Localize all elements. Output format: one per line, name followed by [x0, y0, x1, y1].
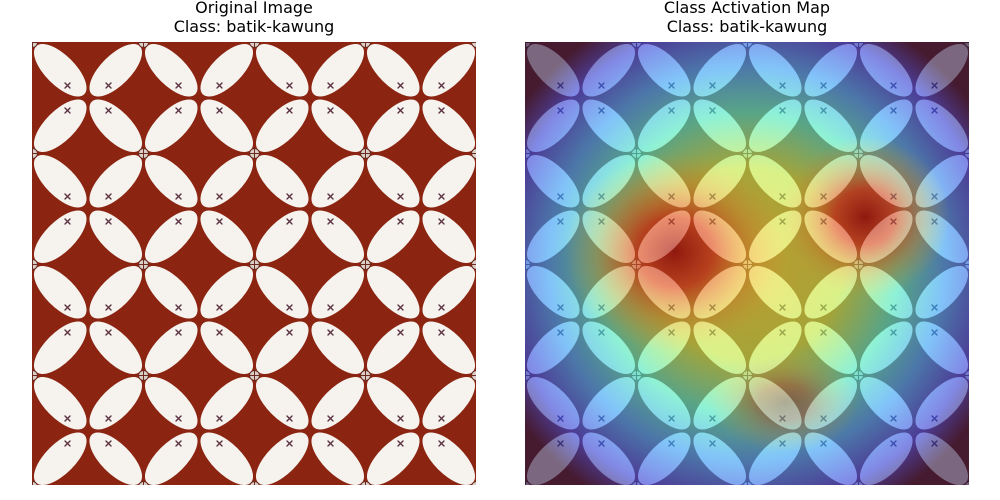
- original-batik-image: [32, 42, 476, 485]
- original-image-title: Original Image Class: batik-kawung: [32, 0, 476, 36]
- class-activation-map-image: [525, 42, 969, 485]
- original-image-class-label: Class: batik-kawung: [173, 17, 335, 36]
- original-image-heading: Original Image: [195, 0, 313, 17]
- batik-pattern-svg: [32, 42, 476, 485]
- cam-heading: Class Activation Map: [663, 0, 831, 17]
- cam-overlay-svg: [525, 42, 969, 485]
- cam-title: Class Activation Map Class: batik-kawung: [525, 0, 969, 36]
- cam-class-label: Class: batik-kawung: [666, 17, 828, 36]
